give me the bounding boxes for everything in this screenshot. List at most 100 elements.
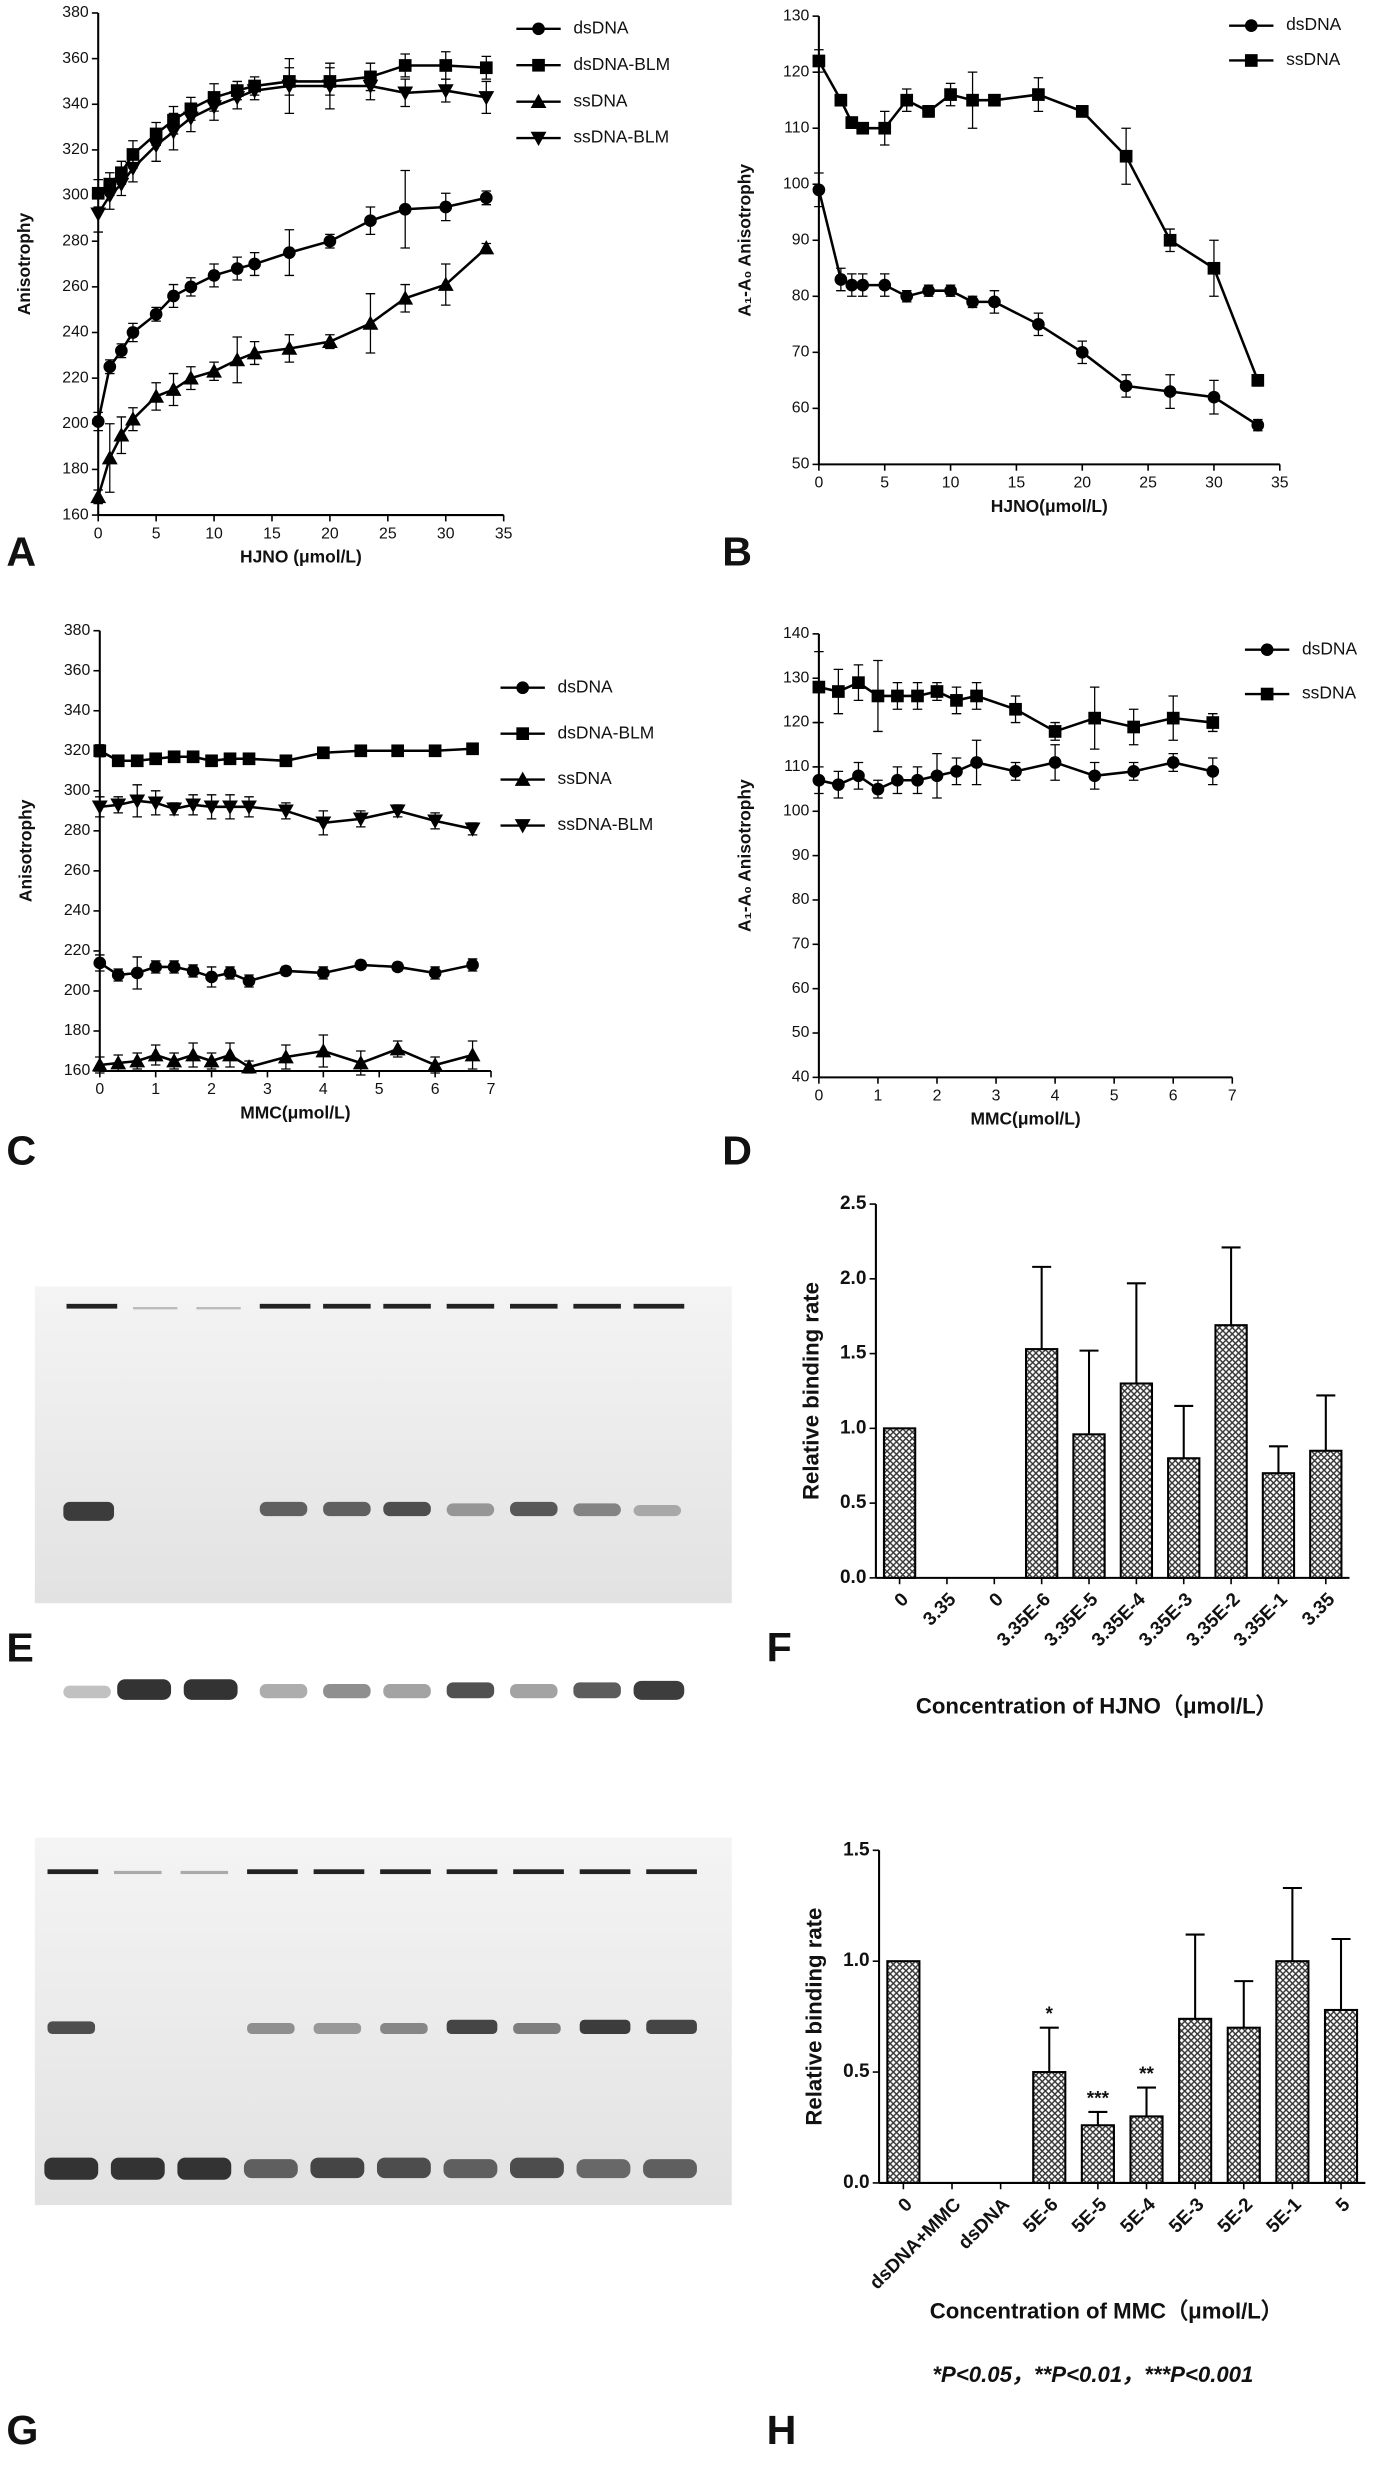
marker bbox=[242, 974, 256, 988]
marker bbox=[229, 351, 246, 367]
x-tick-label: 3 bbox=[263, 1081, 272, 1098]
marker bbox=[834, 273, 848, 286]
bar bbox=[1323, 2008, 1359, 2184]
x-tick-label: 5E-2 bbox=[1214, 2194, 1257, 2237]
marker bbox=[352, 1055, 369, 1070]
x-axis-title: HJNO(μmol/L) bbox=[991, 496, 1108, 516]
marker bbox=[1251, 418, 1265, 432]
bar bbox=[1261, 1472, 1296, 1579]
marker bbox=[1251, 374, 1265, 387]
marker bbox=[988, 295, 1001, 309]
bar bbox=[1080, 2124, 1115, 2184]
x-axis-title: Concentration of MMC（μmol/L） bbox=[930, 2299, 1283, 2324]
marker bbox=[149, 752, 163, 766]
y-tick-label: 1.0 bbox=[843, 1950, 869, 1971]
error-bar bbox=[1137, 2086, 1157, 2117]
x-tick-label: 20 bbox=[1073, 475, 1091, 492]
y-tick-label: 80 bbox=[792, 891, 810, 908]
bar bbox=[882, 1427, 917, 1579]
x-tick-label: 5 bbox=[1110, 1088, 1119, 1105]
marker bbox=[130, 754, 144, 768]
marker bbox=[900, 93, 914, 107]
x-tick-label: 5E-5 bbox=[1068, 2194, 1112, 2238]
marker bbox=[1075, 105, 1089, 118]
x-tick-label: 30 bbox=[1205, 475, 1223, 492]
x-tick-label: 4 bbox=[1051, 1088, 1060, 1105]
marker bbox=[479, 191, 493, 205]
error-bar bbox=[1234, 1980, 1254, 2028]
y-tick-label: 70 bbox=[792, 344, 810, 361]
marker bbox=[126, 326, 140, 339]
marker bbox=[391, 744, 405, 758]
series-line bbox=[97, 84, 487, 215]
marker bbox=[205, 970, 218, 984]
legend-label: ssDNA bbox=[1286, 49, 1341, 69]
series-line bbox=[96, 196, 487, 422]
marker bbox=[165, 381, 182, 396]
marker bbox=[111, 968, 125, 982]
marker bbox=[130, 966, 144, 980]
marker bbox=[832, 778, 845, 791]
legend-marker bbox=[514, 819, 531, 834]
marker bbox=[970, 756, 983, 769]
marker bbox=[354, 958, 368, 972]
y-tick-label: 240 bbox=[64, 902, 91, 919]
x-tick-label: 0 bbox=[814, 1088, 823, 1105]
marker bbox=[1206, 765, 1220, 778]
marker bbox=[110, 798, 127, 813]
marker bbox=[277, 804, 294, 819]
marker bbox=[464, 822, 481, 837]
y-tick-label: 110 bbox=[784, 119, 809, 136]
marker bbox=[147, 1047, 164, 1062]
marker bbox=[1207, 261, 1221, 275]
marker bbox=[950, 694, 963, 707]
legend-marker bbox=[1244, 54, 1258, 67]
y-axis-title: A₁-A₀ Anisotrophy bbox=[735, 779, 755, 932]
y-tick-label: 180 bbox=[62, 461, 89, 478]
x-axis-title: MMC(μmol/L) bbox=[240, 1102, 350, 1122]
y-tick-label: 50 bbox=[792, 1024, 810, 1041]
marker bbox=[428, 744, 442, 758]
marker bbox=[464, 1047, 481, 1062]
marker bbox=[845, 116, 859, 129]
x-tick-label: 15 bbox=[263, 525, 281, 542]
marker bbox=[966, 295, 979, 309]
marker bbox=[930, 685, 944, 698]
gel-image-e bbox=[34, 1286, 732, 1700]
x-tick-label: 25 bbox=[1139, 475, 1157, 492]
y-tick-label: 360 bbox=[62, 50, 89, 67]
marker bbox=[878, 278, 892, 292]
y-tick-label: 120 bbox=[783, 714, 810, 731]
marker bbox=[1163, 233, 1177, 247]
legend-marker bbox=[516, 727, 530, 740]
error-bar bbox=[1088, 2110, 1108, 2126]
marker bbox=[1119, 149, 1133, 163]
y-axis-title: A₁-A₀ Anisotrophy bbox=[735, 164, 755, 317]
marker bbox=[206, 100, 222, 115]
marker bbox=[398, 59, 412, 72]
x-axis-title: MMC(μmol/L) bbox=[970, 1109, 1080, 1129]
bar bbox=[1119, 1382, 1154, 1579]
error-bar bbox=[1185, 1933, 1205, 2019]
marker bbox=[207, 269, 221, 282]
marker bbox=[167, 750, 181, 764]
marker bbox=[229, 91, 246, 106]
series-line bbox=[96, 247, 488, 498]
y-tick-label: 120 bbox=[783, 63, 810, 80]
y-tick-label: 100 bbox=[783, 175, 810, 192]
y-tick-label: 140 bbox=[783, 625, 810, 642]
marker bbox=[129, 794, 146, 809]
x-tick-label: 4 bbox=[319, 1081, 328, 1098]
bar bbox=[1226, 2026, 1261, 2184]
panel-label: B bbox=[722, 529, 752, 575]
marker bbox=[315, 1043, 332, 1058]
x-tick-label: 5 bbox=[375, 1081, 384, 1098]
y-tick-label: 300 bbox=[64, 782, 91, 799]
marker bbox=[91, 1057, 108, 1072]
x-tick-label: 0 bbox=[891, 1589, 913, 1611]
marker bbox=[101, 450, 118, 465]
marker bbox=[222, 1047, 238, 1062]
marker bbox=[812, 680, 826, 694]
marker bbox=[149, 307, 163, 321]
